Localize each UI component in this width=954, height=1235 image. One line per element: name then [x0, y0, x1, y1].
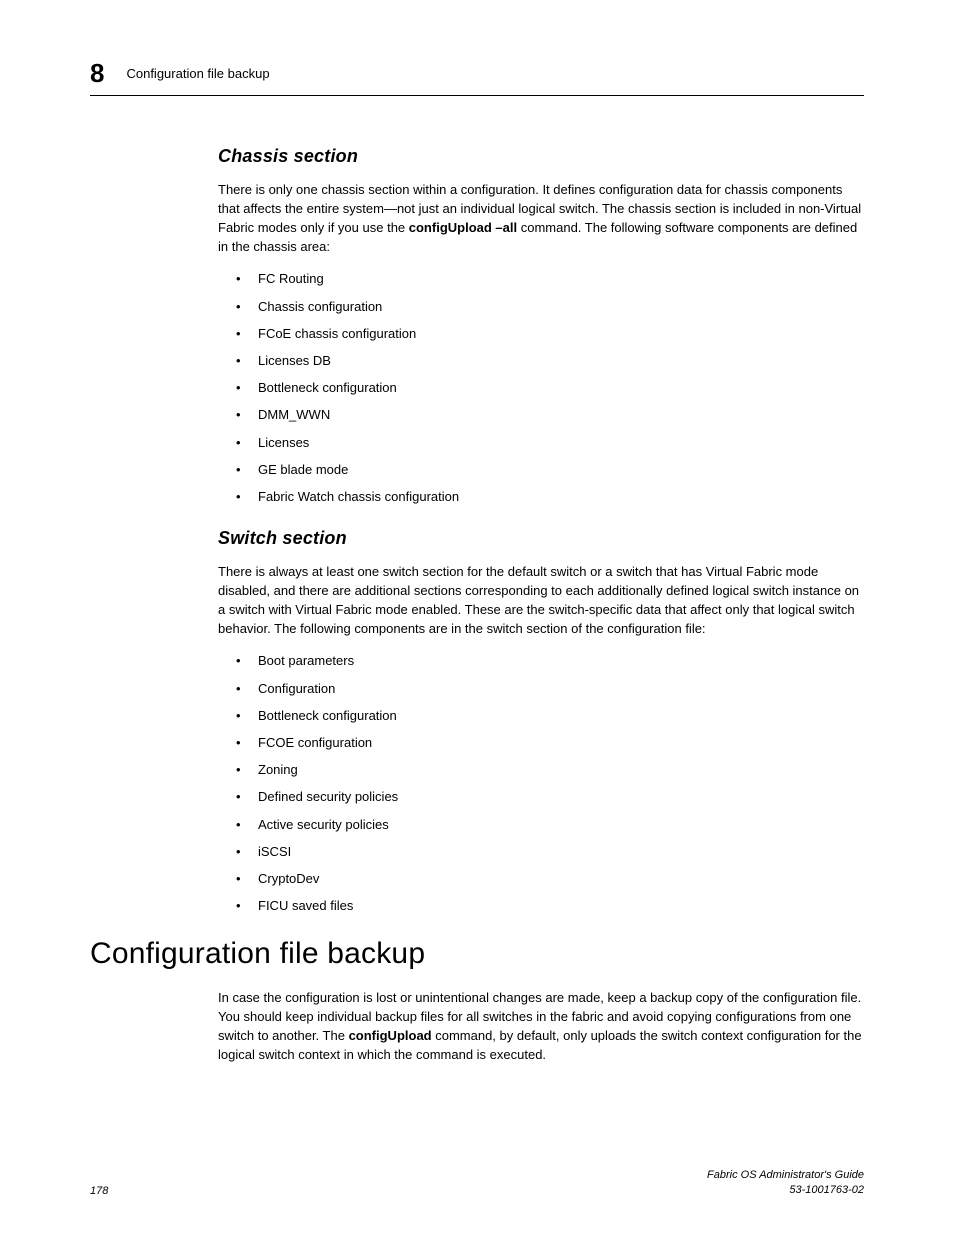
cmd-all-flag: –all: [492, 220, 517, 235]
chapter-number: 8: [90, 58, 104, 89]
list-item: FC Routing: [218, 270, 864, 288]
doc-id: 53-1001763-02: [707, 1183, 864, 1197]
list-item: Chassis configuration: [218, 298, 864, 316]
list-item: iSCSI: [218, 843, 864, 861]
list-item: Boot parameters: [218, 652, 864, 670]
content-column: Chassis section There is only one chassi…: [218, 146, 864, 915]
page-footer: 178 Fabric OS Administrator's Guide 53-1…: [90, 1168, 864, 1197]
list-item: DMM_WWN: [218, 406, 864, 424]
list-item: Bottleneck configuration: [218, 379, 864, 397]
cmd-configupload-2: configUpload: [349, 1028, 432, 1043]
chassis-bullet-list: FC Routing Chassis configuration FCoE chas…: [218, 270, 864, 506]
page-container: 8 Configuration file backup Chassis sect…: [0, 0, 954, 1235]
page-number: 178: [90, 1185, 108, 1197]
list-item: Fabric Watch chassis configuration: [218, 488, 864, 506]
chassis-paragraph: There is only one chassis section within…: [218, 181, 864, 256]
list-item: FCoE chassis configuration: [218, 325, 864, 343]
list-item: FICU saved files: [218, 897, 864, 915]
footer-right: Fabric OS Administrator's Guide 53-10017…: [707, 1168, 864, 1197]
list-item: GE blade mode: [218, 461, 864, 479]
list-item: Active security policies: [218, 816, 864, 834]
list-item: Licenses: [218, 434, 864, 452]
switch-bullet-list: Boot parameters Configuration Bottleneck c…: [218, 652, 864, 915]
list-item: FCOE configuration: [218, 734, 864, 752]
list-item: CryptoDev: [218, 870, 864, 888]
running-title: Configuration file backup: [126, 66, 269, 81]
list-item: Zoning: [218, 761, 864, 779]
cmd-configupload: configUpload: [409, 220, 492, 235]
list-item: Configuration: [218, 680, 864, 698]
switch-paragraph: There is always at least one switch sect…: [218, 563, 864, 638]
header-rule: [90, 95, 864, 96]
doc-title: Fabric OS Administrator's Guide: [707, 1168, 864, 1182]
list-item: Defined security policies: [218, 788, 864, 806]
list-item: Licenses DB: [218, 352, 864, 370]
page-header: 8 Configuration file backup: [90, 58, 864, 89]
main-heading: Configuration file backup: [90, 937, 864, 971]
list-item: Bottleneck configuration: [218, 707, 864, 725]
main-paragraph: In case the configuration is lost or uni…: [218, 989, 864, 1064]
chassis-heading: Chassis section: [218, 146, 864, 167]
main-content-column: In case the configuration is lost or uni…: [218, 989, 864, 1064]
switch-heading: Switch section: [218, 528, 864, 549]
